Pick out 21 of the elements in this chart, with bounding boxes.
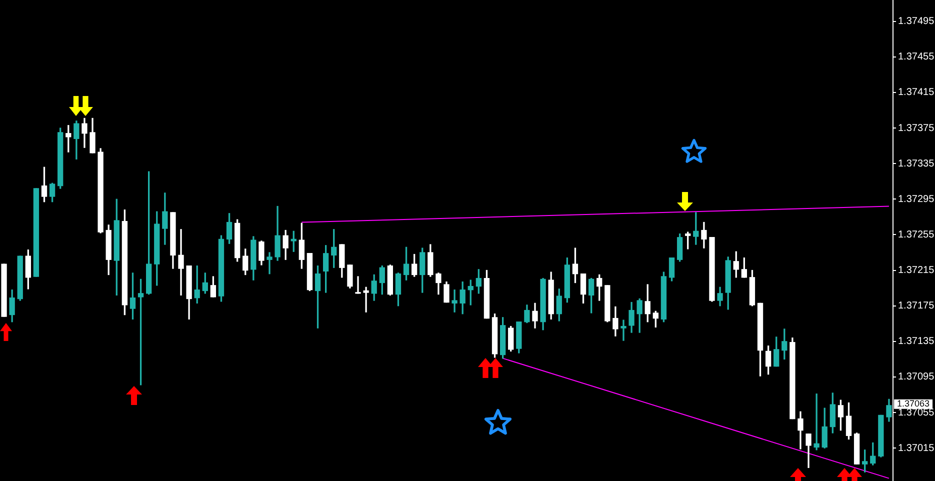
candlestick: [266, 252, 272, 274]
y-tick-label: 1.37135: [898, 336, 935, 348]
y-tick-label: 1.37455: [898, 52, 935, 63]
candlestick: [620, 320, 626, 341]
y-tick-label: 1.37175: [898, 300, 935, 312]
y-tick-label: 1.37375: [898, 122, 935, 134]
y-tick-label: 1.37255: [898, 229, 935, 240]
candlestick: [178, 229, 184, 296]
candlestick: [355, 276, 361, 294]
y-tick-label: 1.37055: [898, 407, 935, 418]
text: 1.37063: [897, 398, 930, 409]
candlestick: [814, 394, 820, 450]
y-tick-label: 1.37015: [898, 442, 935, 454]
y-tick-label: 1.37295: [898, 194, 935, 205]
candlestick: [363, 286, 369, 312]
y-tick-label: 1.37095: [898, 372, 935, 383]
y-tick-label: 1.37495: [898, 16, 935, 28]
y-tick-label: 1.37215: [898, 265, 935, 276]
candlestick: [452, 290, 458, 312]
y-tick-label: 1.37335: [898, 158, 935, 170]
y-tick-label: 1.37415: [898, 87, 935, 98]
